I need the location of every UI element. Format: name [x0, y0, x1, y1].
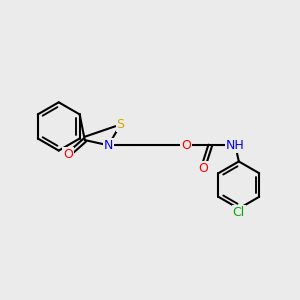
Text: NH: NH	[226, 139, 245, 152]
Text: O: O	[63, 148, 73, 161]
Text: O: O	[198, 162, 208, 175]
Text: O: O	[181, 139, 191, 152]
Text: S: S	[117, 118, 124, 131]
Text: Cl: Cl	[233, 206, 245, 219]
Text: N: N	[104, 139, 113, 152]
